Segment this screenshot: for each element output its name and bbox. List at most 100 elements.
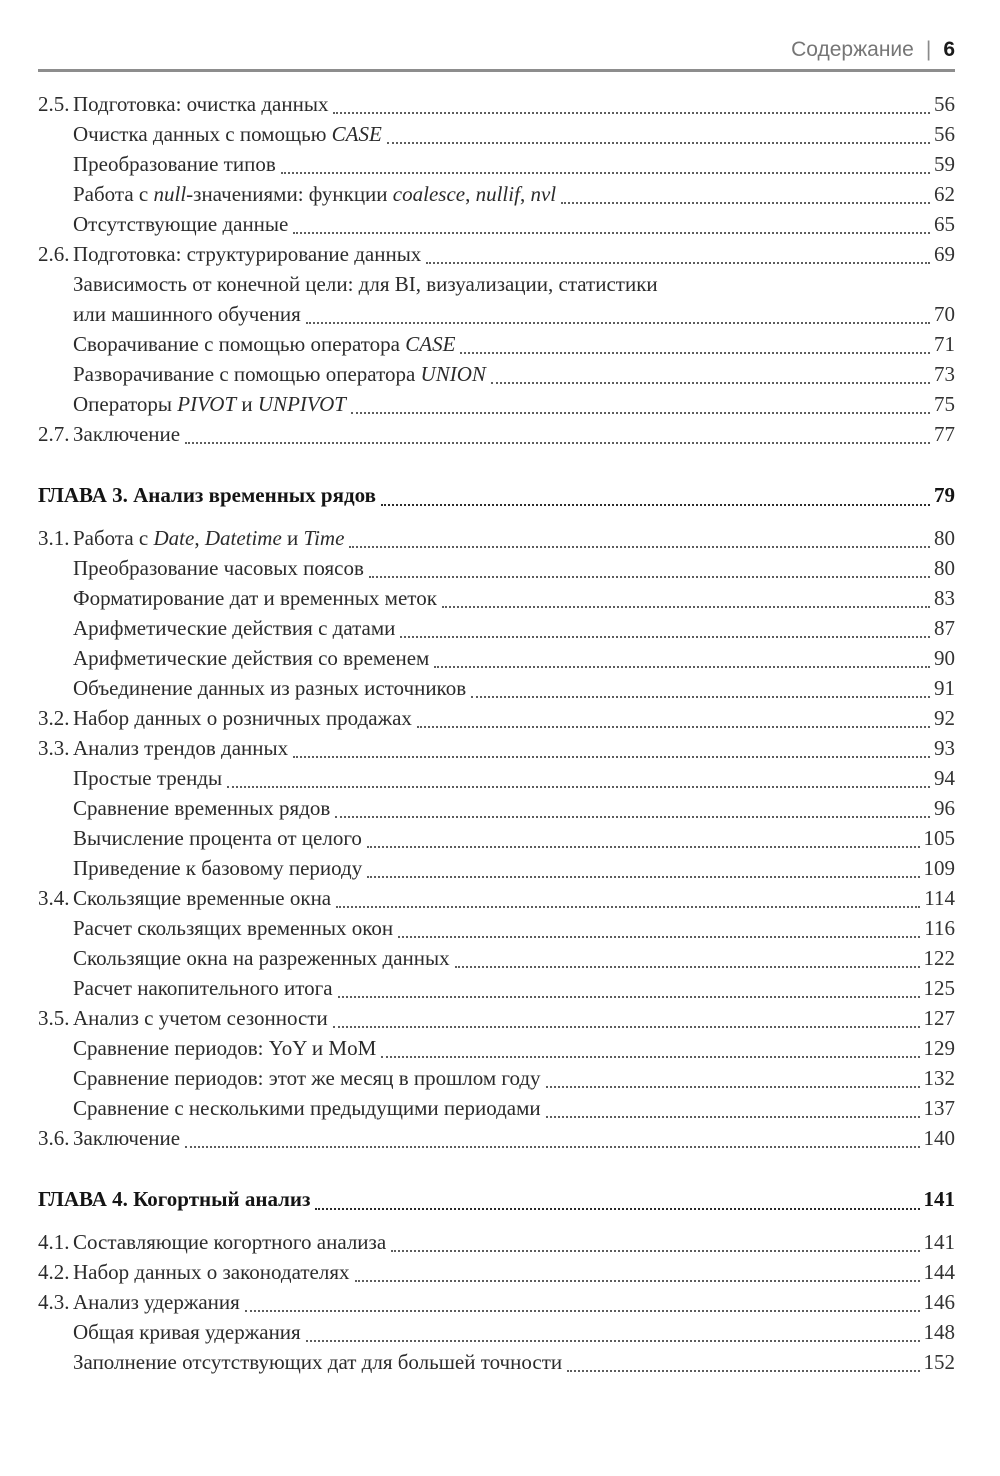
entry-number: 3.1. [38,526,70,550]
entry-number: 3.2. [38,706,70,730]
entry-label: Арифметические действия с датами [73,616,396,640]
header-rule [38,69,955,72]
toc-entry-row: Зависимость от конечной цели: для BI, ви… [38,269,955,299]
toc-entry-row: 3.5. Анализ с учетом сезонности 127 [38,1003,955,1033]
entry-label: Преобразование типов [73,152,276,176]
page-number: 79 [934,483,955,507]
dot-leader [350,412,930,414]
toc-chapter-row: ГЛАВА 4. Когортный анализ 141 [38,1184,955,1214]
entry-label: Подготовка: структурирование данных [73,242,422,266]
dot-leader [337,996,920,998]
dot-leader [381,1056,920,1058]
entry-label: Разворачивание с помощью оператора UNION [73,362,486,386]
entry-label: Сравнение с несколькими предыдущими пери… [73,1096,541,1120]
entry-label: Очистка данных с помощью CASE [73,122,382,146]
toc-entry-row: Заполнение отсутствующих дат для большей… [38,1347,955,1377]
toc-entry-row: Операторы PIVOT и UNPIVOT 75 [38,389,955,419]
page-number: 59 [934,152,955,176]
toc-list: 2.5. Подготовка: очистка данных 56 Очистка … [38,89,955,1377]
dot-leader [561,202,930,204]
dot-leader [368,576,930,578]
dot-leader [454,966,920,968]
page-number: 75 [934,392,955,416]
toc-entry-row: Вычисление процента от целого 105 [38,823,955,853]
entry-number: 4.1. [38,1230,70,1254]
toc-entry-row: 4.3. Анализ удержания 146 [38,1287,955,1317]
dot-leader [280,172,930,174]
dot-leader [567,1370,920,1372]
page-number: 96 [934,796,955,820]
header-separator: | [925,38,932,61]
entry-number: 4.3. [38,1290,70,1314]
entry-number: 2.5. [38,92,70,116]
entry-label: Вычисление процента от целого [73,826,362,850]
entry-label: Отсутствующие данные [73,212,289,236]
entry-label: Заключение [73,422,181,446]
entry-label: Общая кривая удержания [73,1320,301,1344]
page-number: 80 [934,526,955,550]
toc-entry-row: Сравнение периодов: YoY и MoM 129 [38,1033,955,1063]
entry-label: Зависимость от конечной цели: для BI, ви… [73,272,658,296]
toc-entry-row: Разворачивание с помощью оператора UNION… [38,359,955,389]
dot-leader [315,1208,920,1210]
entry-label: Анализ с учетом сезонности [73,1006,328,1030]
toc-entry-row: Объединение данных из разных источников 9… [38,673,955,703]
entry-label: Преобразование часовых поясов [73,556,364,580]
toc-entry-row: Работа с null-значениями: функции coales… [38,179,955,209]
page-number: 77 [934,422,955,446]
dot-leader [416,726,930,728]
entry-number: 4.2. [38,1260,70,1284]
page-number: 91 [934,676,955,700]
toc-entry-row: 3.2. Набор данных о розничных продажах 92 [38,703,955,733]
toc-entry-row: Скользящие окна на разреженных данных 122 [38,943,955,973]
entry-label: Подготовка: очистка данных [73,92,329,116]
entry-number: 3.4. [38,886,70,910]
dot-leader [336,906,921,908]
entry-label: Анализ трендов данных [73,736,289,760]
entry-label: Простые тренды [73,766,223,790]
page-number: 116 [924,916,955,940]
entry-label: Работа с null-значениями: функции coales… [73,182,557,206]
page-number: 125 [923,976,956,1000]
page-number: 94 [934,766,955,790]
dot-leader [471,696,930,698]
page-number: 73 [934,362,955,386]
page-number: 137 [923,1096,956,1120]
entry-number: 3.3. [38,736,70,760]
dot-leader [293,232,930,234]
entry-label: Расчет скользящих временных окон [73,916,394,940]
toc-entry-row: 2.6. Подготовка: структурирование данных 6… [38,239,955,269]
entry-label: Набор данных о законодателях [73,1260,350,1284]
toc-entry-row: Очистка данных с помощью CASE 56 [38,119,955,149]
dot-leader [441,606,930,608]
entry-number: 3.6. [38,1126,70,1150]
page-number: 62 [934,182,955,206]
page-number: 70 [934,302,955,326]
page-number: 146 [923,1290,956,1314]
page-number: 144 [923,1260,956,1284]
toc-entry-row: Арифметические действия с датами 87 [38,613,955,643]
dot-leader [354,1280,920,1282]
dot-leader [426,262,930,264]
dot-leader [333,112,930,114]
entry-label: Приведение к базовому периоду [73,856,363,880]
toc-entry-row: 3.3. Анализ трендов данных 93 [38,733,955,763]
dot-leader [305,1340,920,1342]
page-number: 90 [934,646,955,670]
dot-leader [335,816,930,818]
entry-label: Расчет накопительного итога [73,976,333,1000]
dot-leader [305,322,930,324]
page-number: 127 [923,1006,956,1030]
page-number: 56 [934,92,955,116]
entry-label: Сворачивание с помощью оператора CASE [73,332,456,356]
dot-leader [332,1026,920,1028]
entry-label: Сравнение временных рядов [73,796,331,820]
page-number: 92 [934,706,955,730]
page-number: 122 [923,946,956,970]
entry-number: 2.7. [38,422,70,446]
toc-entry-row: Преобразование часовых поясов 80 [38,553,955,583]
page-number: 129 [923,1036,956,1060]
page-number: 87 [934,616,955,640]
dot-leader [434,666,930,668]
